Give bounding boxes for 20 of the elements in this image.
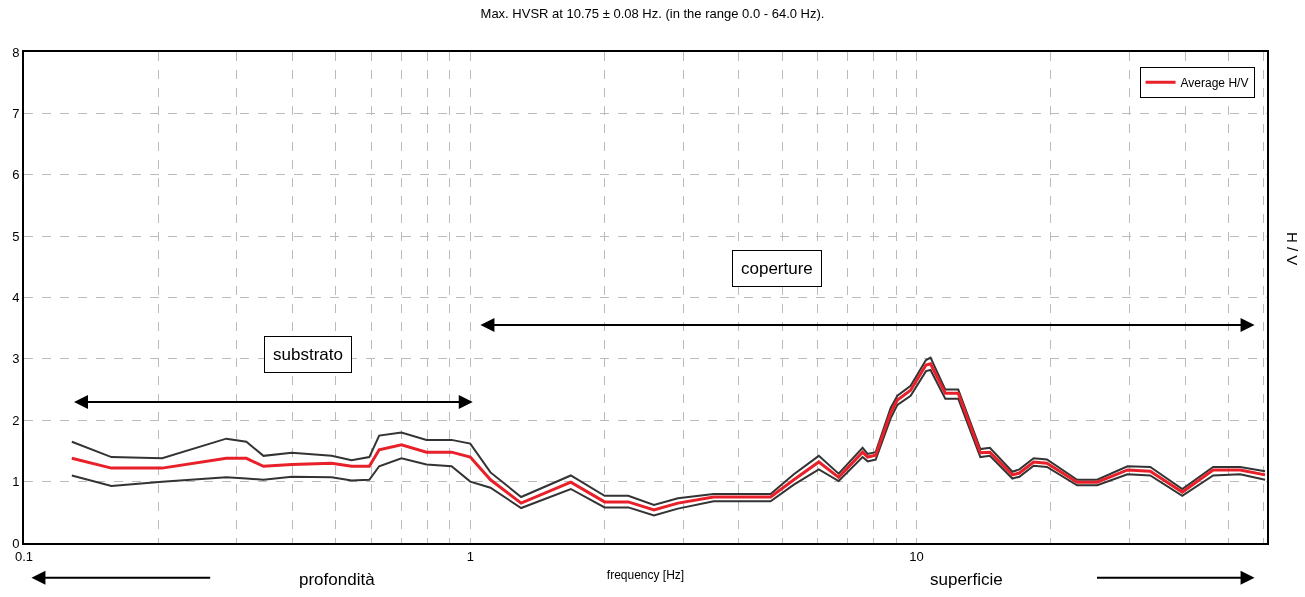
text: profondità — [299, 570, 376, 589]
y-tick-label: 8 — [12, 44, 20, 60]
y-tick-label: 2 — [12, 412, 20, 428]
y-tick-label: 5 — [12, 228, 20, 244]
y-tick-label: 0 — [12, 535, 20, 551]
x-axis-title: frequency [Hz] — [606, 568, 685, 582]
y-tick-label: 7 — [12, 105, 20, 121]
annotation: substrato — [273, 345, 343, 364]
y-tick-label: 4 — [12, 290, 20, 306]
annotation: coperture — [741, 259, 813, 278]
legend-label: Average H/V — [1180, 75, 1249, 90]
y-tick-label: 3 — [12, 351, 20, 367]
x-tick-label: 0.1 — [14, 548, 34, 564]
y-axis-title: H / V — [1283, 231, 1301, 266]
chart-title: Max. HVSR at 10.75 ± 0.08 Hz. (in the range 0.0 - 64.0 Hz). — [480, 6, 825, 22]
x-tick-label: 1 — [466, 548, 474, 564]
y-tick-label: 1 — [12, 474, 20, 490]
x-tick-label: 10 — [909, 548, 924, 564]
text: superficie — [930, 570, 1003, 589]
y-tick-label: 6 — [12, 167, 20, 183]
